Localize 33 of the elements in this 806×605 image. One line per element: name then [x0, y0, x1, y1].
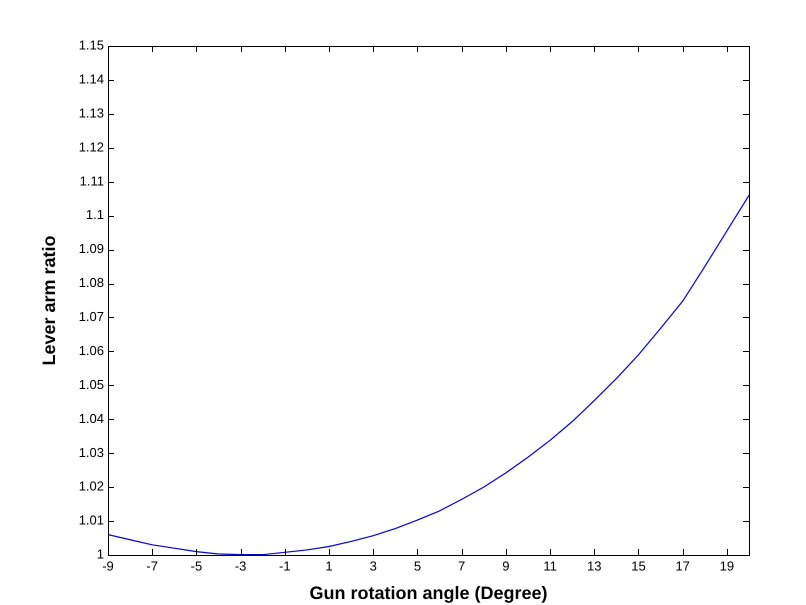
- x-tick-label: -1: [279, 558, 291, 574]
- x-tick-label: -3: [234, 558, 246, 574]
- x-tick-label: -7: [146, 558, 158, 574]
- x-tick-label: 7: [458, 558, 466, 574]
- x-tick-label: 3: [370, 558, 377, 574]
- x-axis-title: Gun rotation angle (Degree): [309, 583, 548, 604]
- x-tick-label: 1: [325, 558, 333, 574]
- y-tick-label: 1.07: [78, 309, 104, 324]
- x-tick-label: 9: [502, 558, 510, 574]
- y-tick-label: 1.11: [80, 173, 104, 188]
- x-tick-label: -9: [102, 558, 114, 574]
- y-tick-label: 1.14: [78, 72, 104, 87]
- y-tick-label: 1.15: [78, 38, 104, 53]
- y-tick-label: 1.02: [78, 478, 104, 494]
- y-tick-label: 1.08: [78, 275, 104, 290]
- x-tick-label: 5: [414, 558, 422, 574]
- y-tick-label: 1.09: [78, 241, 104, 256]
- x-tick-label: 11: [543, 558, 557, 574]
- x-tick-label: 13: [587, 558, 602, 574]
- y-tick-label: 1: [96, 546, 104, 562]
- x-tick-label: 19: [720, 558, 734, 574]
- y-tick-label: 1.03: [78, 444, 104, 460]
- y-tick-label: 1.1: [86, 207, 104, 222]
- y-tick-label: 1.01: [78, 512, 104, 528]
- x-tick-label: 15: [631, 558, 646, 574]
- x-tick-label: 17: [675, 558, 690, 574]
- y-tick-label: 1.12: [78, 139, 104, 154]
- y-axis-title: Lever arm ratio: [38, 235, 59, 366]
- y-tick-label: 1.06: [78, 342, 104, 358]
- y-tick-label: 1.05: [78, 376, 104, 392]
- y-tick-label: 1.04: [78, 410, 104, 426]
- x-tick-label: -5: [190, 558, 202, 574]
- y-tick-label: 1.13: [78, 105, 104, 120]
